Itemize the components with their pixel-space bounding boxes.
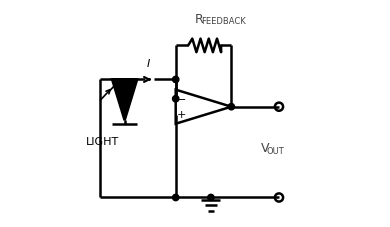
Text: I: I bbox=[147, 59, 150, 69]
Text: LIGHT: LIGHT bbox=[85, 137, 119, 147]
Text: V: V bbox=[261, 142, 269, 155]
Text: FEEDBACK: FEEDBACK bbox=[201, 17, 245, 26]
Text: $+$: $+$ bbox=[176, 109, 186, 120]
Polygon shape bbox=[112, 79, 137, 120]
Circle shape bbox=[172, 76, 179, 83]
Circle shape bbox=[172, 96, 179, 102]
Circle shape bbox=[172, 194, 179, 201]
Circle shape bbox=[208, 194, 214, 201]
Text: $-$: $-$ bbox=[176, 93, 186, 103]
Text: R: R bbox=[195, 13, 204, 26]
Circle shape bbox=[228, 104, 234, 110]
Text: OUT: OUT bbox=[266, 147, 284, 156]
